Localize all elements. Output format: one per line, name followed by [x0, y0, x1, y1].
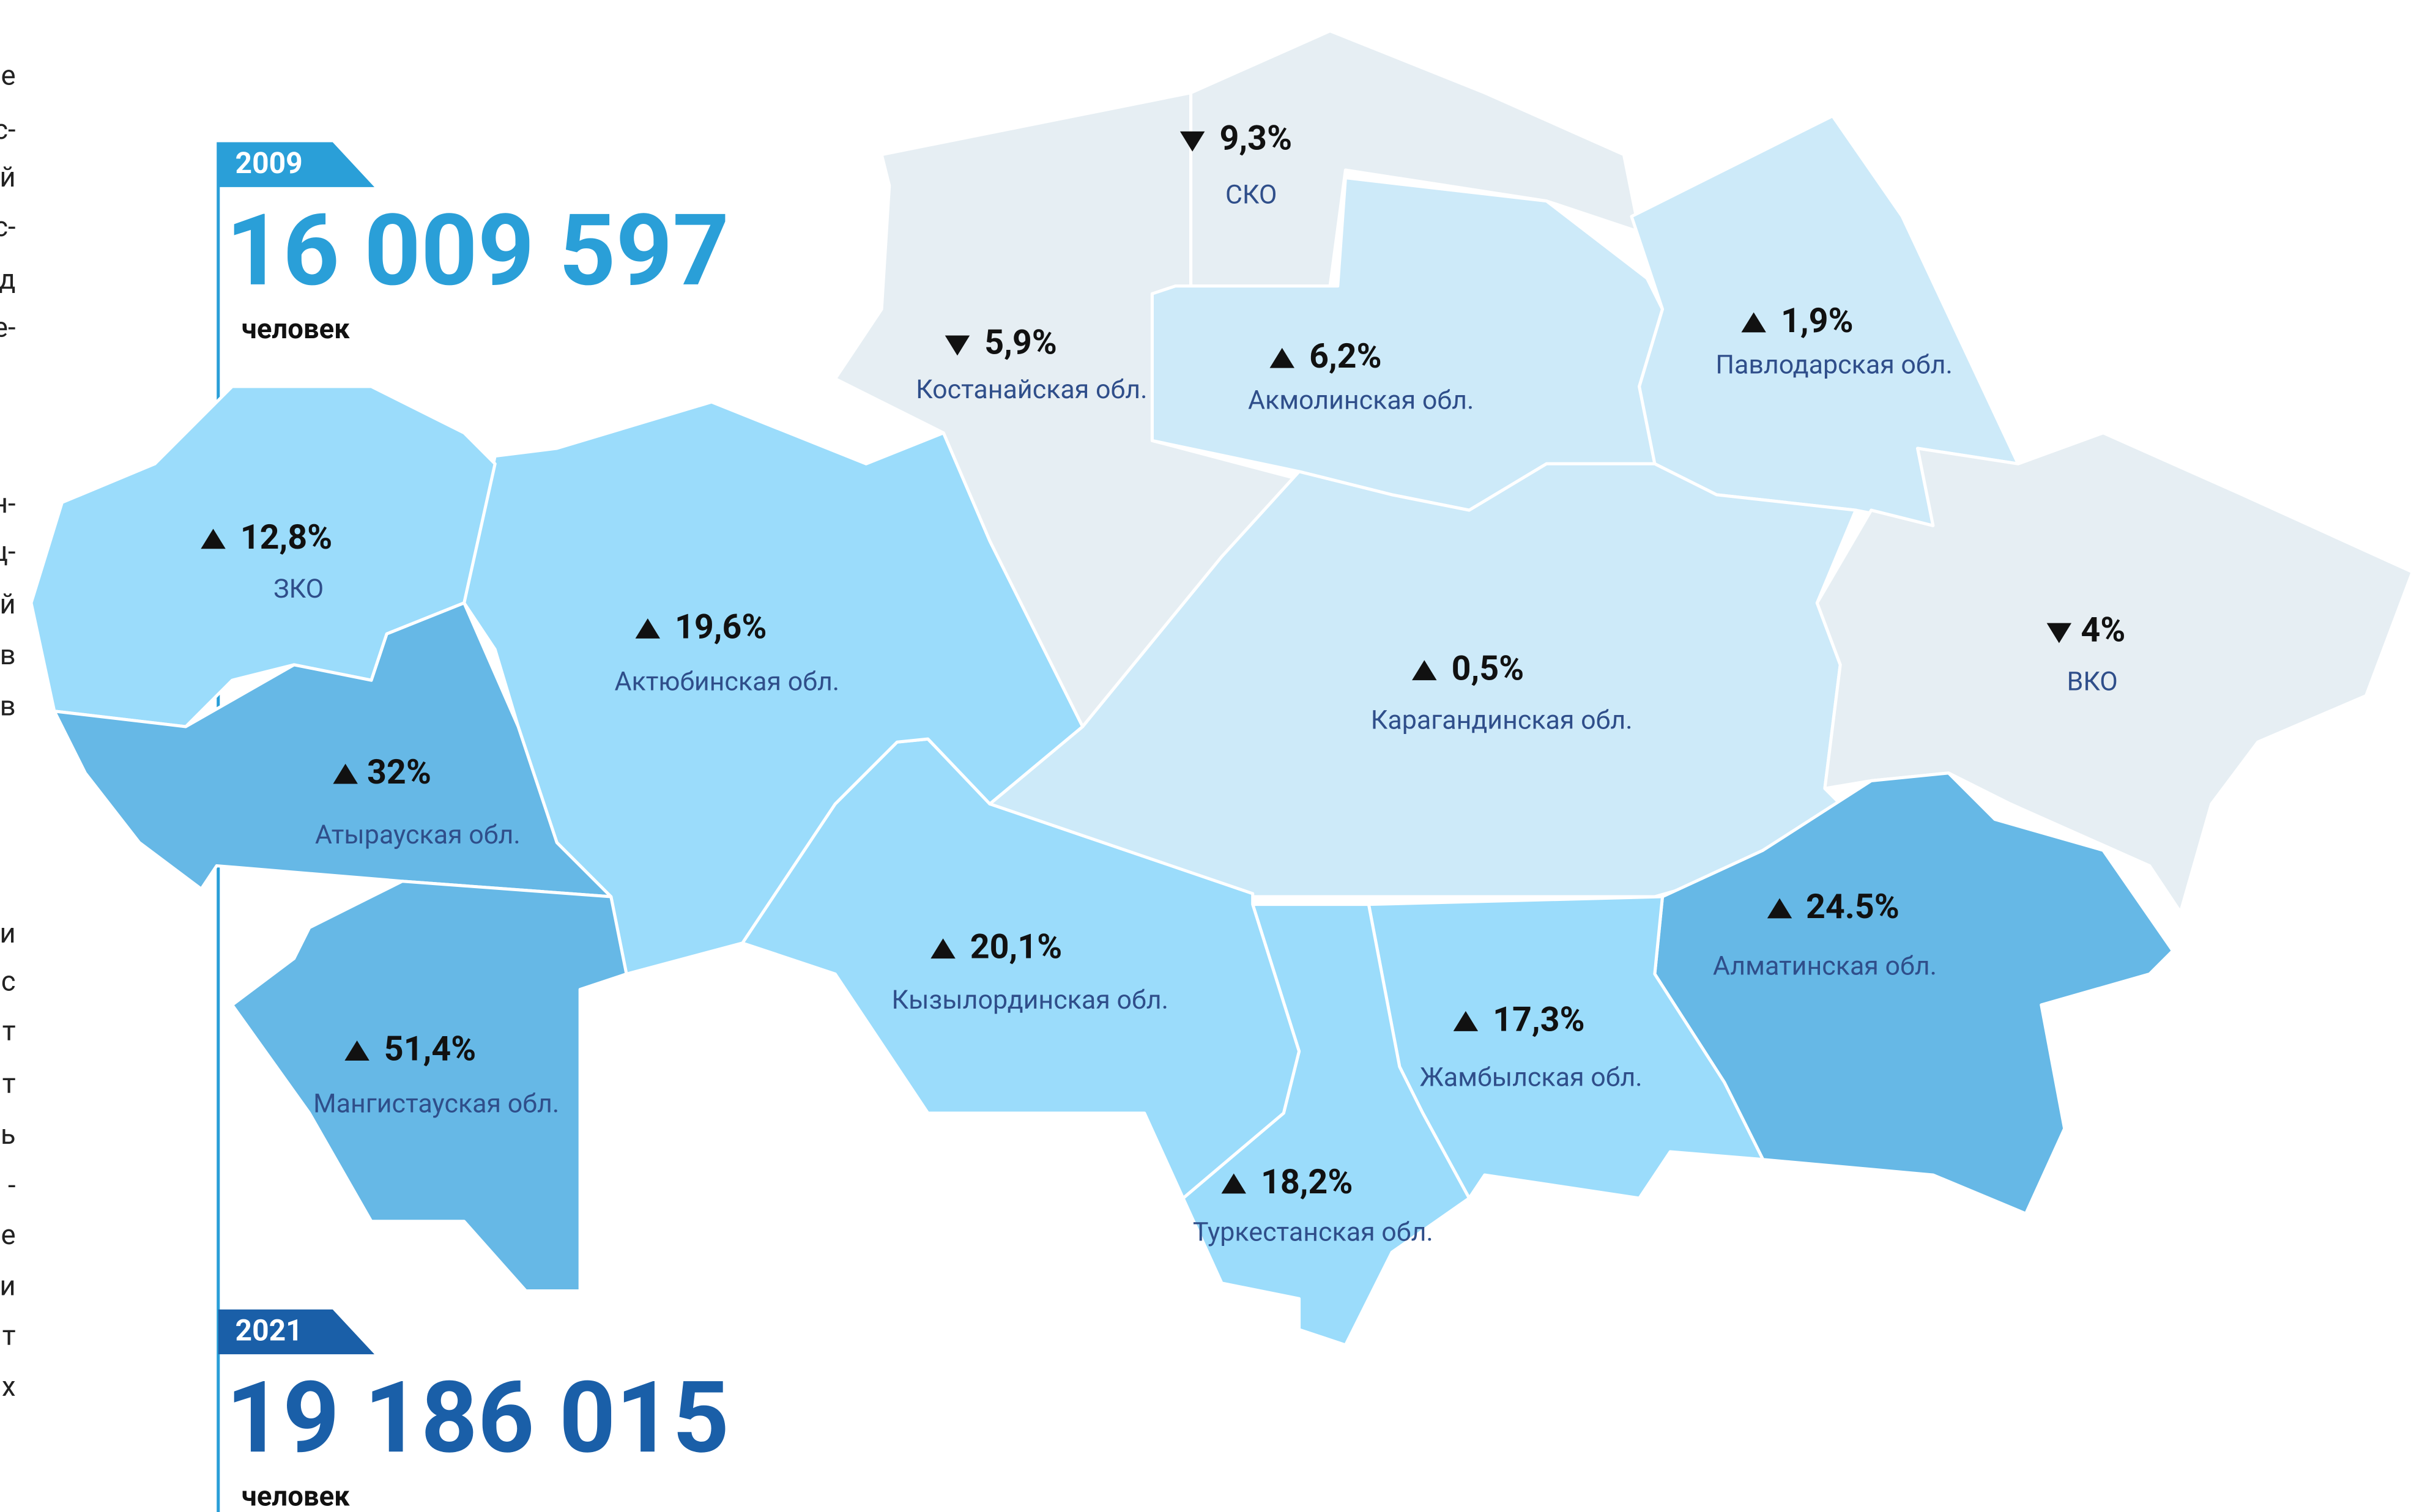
text-fragment: н-: [0, 488, 16, 521]
trend-arrow: [1412, 660, 1437, 681]
region-name: ЗКО: [273, 574, 324, 604]
year-label: 2021: [236, 1313, 303, 1347]
text-fragment: т: [2, 1319, 16, 1352]
year-label: 2009: [236, 146, 303, 180]
text-fragment: с-: [0, 211, 16, 243]
region-name: Жамбылская обл.: [1420, 1062, 1643, 1093]
year-tag: [218, 1309, 375, 1355]
trend-arrow: [1179, 131, 1205, 152]
text-fragment: в: [0, 691, 16, 723]
text-fragment: й: [0, 588, 16, 621]
region-name: Алматинская обл.: [1713, 951, 1937, 982]
region-change: 17,3%: [1493, 999, 1584, 1039]
text-fragment: в: [0, 639, 16, 672]
trend-arrow: [1767, 898, 1792, 919]
region-name: СКО: [1225, 179, 1277, 210]
region-change: 24.5%: [1806, 886, 1900, 927]
region-change: 19,6%: [675, 606, 767, 647]
trend-arrow: [2046, 623, 2072, 643]
region-change: 51,4%: [384, 1028, 476, 1069]
total-unit: человек: [242, 1480, 350, 1512]
labels: 5,9% Костанайская обл. 9,3% СКО 6,2% Акмолинс…: [201, 118, 2125, 1247]
trend-arrow: [930, 938, 956, 959]
text-fragment: и: [0, 917, 16, 950]
trend-arrow: [344, 1040, 370, 1061]
region-change: 18,2%: [1261, 1162, 1353, 1202]
trend-arrow: [333, 763, 358, 784]
text-fragment: й: [0, 161, 16, 194]
trend-arrow: [1453, 1011, 1479, 1031]
trend-arrow: [1741, 312, 1766, 333]
region-name: ВКО: [2067, 667, 2118, 697]
region-name: Мангистауская обл.: [313, 1089, 559, 1119]
text-fragment: ц-: [0, 536, 16, 568]
text-fragment: е-: [0, 311, 16, 344]
region-change: 4%: [2081, 609, 2125, 650]
text-fragment: -: [8, 1169, 16, 1202]
trend-arrow: [1269, 347, 1294, 368]
text-fragment: т: [2, 1015, 16, 1047]
region-change: 5,9%: [984, 322, 1057, 362]
region-change: 20,1%: [970, 927, 1062, 967]
trend-arrow: [945, 335, 970, 356]
text-fragment: х: [2, 1371, 16, 1403]
trend-arrow: [201, 528, 226, 549]
region-shape: [230, 880, 628, 1293]
year-tag: [218, 142, 375, 187]
text-fragment: т: [2, 1067, 16, 1100]
total-value: 16 009 597: [226, 193, 729, 309]
region-name: Костанайская обл.: [916, 374, 1147, 405]
region-name: Актюбинская обл.: [615, 667, 840, 697]
region-name: Павлодарская обл.: [1715, 349, 1953, 380]
text-fragment: е: [1, 59, 16, 92]
region-change: 9,3%: [1219, 118, 1292, 158]
text-fragment: д: [0, 264, 16, 296]
text-fragment: с-: [0, 114, 16, 146]
region-shape: [1815, 431, 2414, 914]
region-shape: [53, 601, 613, 899]
trend-arrow: [635, 618, 661, 639]
text-fragment: и: [0, 1270, 16, 1303]
total-unit: человек: [242, 313, 350, 346]
region-name: Кызылординская обл.: [892, 985, 1168, 1015]
region-change: 32%: [367, 752, 431, 792]
region-name: Атырауская обл.: [315, 820, 521, 850]
trend-arrow: [1221, 1173, 1246, 1194]
region-name: Акмолинская обл.: [1248, 385, 1474, 416]
region-change: 0,5%: [1452, 648, 1524, 689]
region-name: Туркестанская обл.: [1193, 1217, 1433, 1247]
region-change: 1,9%: [1781, 300, 1854, 341]
total-value: 19 186 015: [226, 1360, 729, 1476]
region-change: 6,2%: [1309, 336, 1382, 376]
text-fragment: с: [1, 966, 16, 998]
text-fragment: е: [1, 1219, 16, 1251]
region-change: 12,8%: [240, 517, 332, 557]
region-name: Карагандинская обл.: [1371, 705, 1633, 736]
text-fragment: ь: [1, 1119, 16, 1151]
